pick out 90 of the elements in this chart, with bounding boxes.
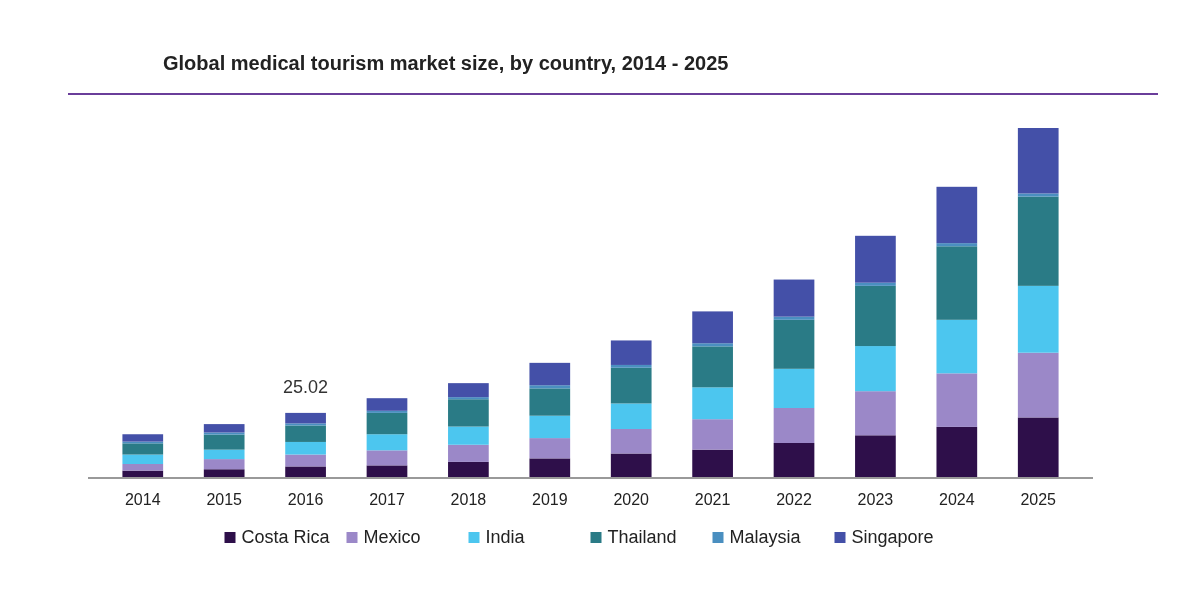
x-tick-label: 2024 bbox=[939, 491, 975, 508]
bar bbox=[448, 399, 489, 427]
bar bbox=[448, 444, 489, 462]
x-tick-label: 2018 bbox=[450, 491, 487, 508]
bar bbox=[610, 453, 652, 478]
bar bbox=[692, 387, 733, 420]
bar bbox=[529, 458, 571, 478]
bar bbox=[1017, 417, 1059, 478]
legend-label: Malaysia bbox=[729, 527, 802, 547]
bar bbox=[122, 434, 164, 442]
bar bbox=[366, 410, 408, 413]
bar bbox=[610, 340, 652, 365]
bar bbox=[366, 398, 408, 411]
bar bbox=[855, 285, 896, 347]
bar bbox=[692, 311, 733, 344]
bar bbox=[773, 443, 815, 478]
x-tick-label: 2023 bbox=[857, 491, 894, 508]
legend-label: Singapore bbox=[851, 527, 934, 547]
bar bbox=[855, 346, 896, 392]
x-tick-label: 2025 bbox=[1020, 491, 1057, 508]
bar bbox=[285, 423, 326, 426]
bar bbox=[773, 279, 815, 317]
bar bbox=[610, 403, 652, 429]
x-tick-label: 2022 bbox=[776, 491, 812, 508]
bar bbox=[448, 461, 489, 478]
bar bbox=[529, 388, 571, 416]
bar bbox=[855, 235, 896, 283]
x-tick-label: 2019 bbox=[532, 491, 568, 508]
bar bbox=[773, 408, 815, 443]
bar bbox=[936, 186, 978, 244]
bar bbox=[773, 316, 815, 320]
bar bbox=[122, 464, 164, 471]
x-tick-label: 2015 bbox=[206, 491, 243, 508]
bar bbox=[1017, 285, 1059, 353]
bar bbox=[855, 391, 896, 436]
bar bbox=[285, 441, 326, 455]
bar bbox=[122, 443, 164, 455]
x-tick-label: 2016 bbox=[287, 491, 324, 508]
bar bbox=[610, 429, 652, 454]
bar bbox=[936, 373, 978, 427]
bar bbox=[529, 362, 571, 386]
bar bbox=[529, 415, 571, 439]
bar bbox=[448, 426, 489, 445]
bar bbox=[1017, 193, 1059, 197]
bar bbox=[203, 432, 245, 435]
bar bbox=[529, 438, 571, 459]
bar bbox=[448, 397, 489, 400]
bar bbox=[936, 243, 978, 247]
bar bbox=[936, 319, 978, 374]
bar bbox=[122, 454, 164, 464]
bar bbox=[285, 425, 326, 442]
bar bbox=[203, 459, 245, 470]
bar bbox=[936, 426, 978, 478]
bar bbox=[203, 434, 245, 450]
bar bbox=[285, 466, 326, 478]
bar bbox=[610, 367, 652, 404]
bar bbox=[692, 449, 733, 478]
bar bbox=[203, 424, 245, 433]
bar bbox=[1017, 352, 1059, 418]
x-tick-label: 2017 bbox=[369, 491, 405, 508]
bar bbox=[692, 343, 733, 347]
bar bbox=[366, 412, 408, 435]
bar bbox=[855, 435, 896, 478]
x-tick-label: 2020 bbox=[613, 491, 650, 508]
bar bbox=[1017, 196, 1059, 286]
bar bbox=[203, 449, 245, 460]
bar bbox=[1017, 128, 1059, 194]
annotation: 25.02 bbox=[283, 376, 329, 397]
bar bbox=[448, 383, 489, 398]
chart-title: Global medical tourism market size, by country, 2014 - 2025 bbox=[163, 52, 729, 74]
bar bbox=[366, 465, 408, 478]
bar bbox=[203, 469, 245, 478]
legend-label: Costa Rica bbox=[241, 527, 331, 547]
bar bbox=[285, 454, 326, 467]
bar bbox=[692, 419, 733, 450]
bar bbox=[366, 434, 408, 451]
legend-label: Mexico bbox=[363, 527, 421, 547]
bar bbox=[936, 246, 978, 320]
bar bbox=[773, 319, 815, 369]
bar bbox=[285, 412, 326, 424]
legend-label: Thailand bbox=[607, 527, 677, 547]
bar bbox=[529, 385, 571, 389]
bar bbox=[855, 282, 896, 286]
x-tick-label: 2021 bbox=[694, 491, 731, 508]
x-tick-label: 2014 bbox=[124, 491, 161, 508]
bar bbox=[610, 364, 652, 368]
bar bbox=[366, 450, 408, 466]
legend-label: India bbox=[485, 527, 526, 547]
bar bbox=[773, 368, 815, 408]
bar bbox=[692, 346, 733, 388]
